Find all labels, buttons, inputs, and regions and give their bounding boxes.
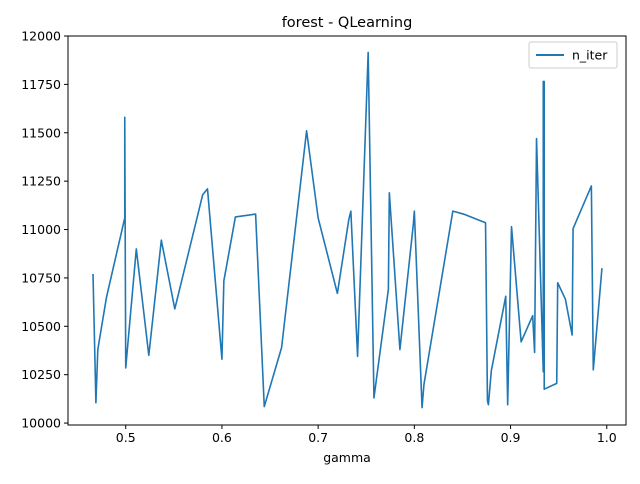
series-lines (92, 51, 603, 409)
chart-title: forest - QLearning (282, 15, 413, 31)
x-tick-label: 0.8 (404, 430, 424, 445)
y-axis: 10000 10250 10500 10750 11000 11250 11500 11750… (21, 29, 68, 431)
x-axis: 0.5 0.6 0.7 0.8 0.9 1.0 (116, 425, 617, 445)
y-tick-label: 10000 (21, 416, 61, 431)
axes-frame (67, 35, 627, 426)
y-tick-label: 11750 (21, 77, 61, 92)
x-tick-label: 0.9 (501, 430, 521, 445)
legend: n_iter (528, 41, 618, 69)
x-tick-label: 1.0 (597, 430, 617, 445)
y-tick-label: 10500 (21, 319, 61, 334)
y-tick-label: 10750 (21, 270, 61, 285)
series-line-n-iter (92, 51, 603, 409)
y-tick-label: 10250 (21, 367, 61, 382)
y-tick-label: 11250 (21, 174, 61, 189)
x-axis-label: gamma (323, 450, 371, 465)
x-tick-label: 0.5 (116, 430, 136, 445)
legend-label-n-iter: n_iter (572, 48, 608, 63)
x-tick-label: 0.7 (308, 430, 328, 445)
legend-box (528, 41, 618, 69)
x-tick-label: 0.6 (212, 430, 232, 445)
plot-area: 0.5 0.6 0.7 0.8 0.9 1.0 100001025010500107501… (21, 29, 627, 445)
y-tick-label: 11000 (21, 222, 61, 237)
y-tick-label: 12000 (21, 29, 61, 44)
y-tick-label: 11500 (21, 125, 61, 140)
